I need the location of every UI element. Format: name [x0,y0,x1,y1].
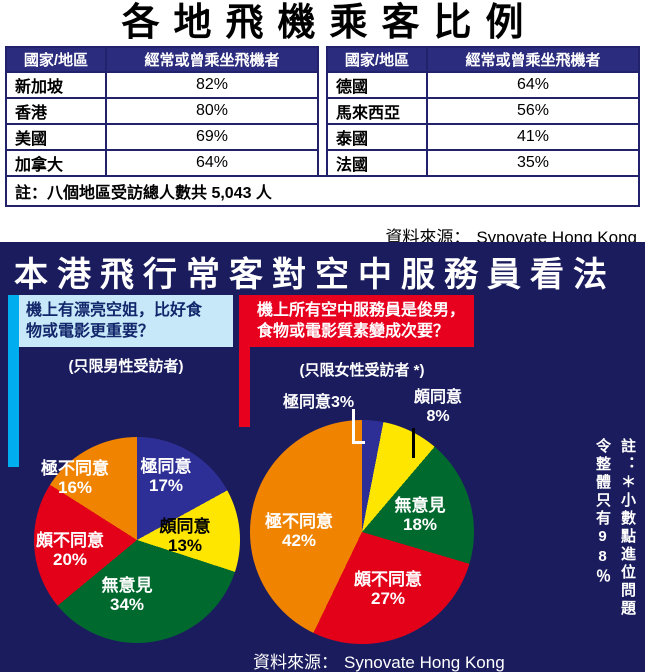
table-row: 香港 80% [5,97,319,125]
source-value: Synovate Hong Kong [344,653,505,672]
col-header-flown: 經常或曾乘坐飛機者 [426,46,640,73]
table-row: 法國 35% [326,149,640,177]
male-scope-label: (只限男性受訪者) [68,358,184,375]
passenger-table-right: 國家/地區 經常或曾乘坐飛機者 德國 64% 馬來西亞 56% 泰國 [326,46,640,177]
female-scope-label: (只限女性受訪者 *) [299,362,425,379]
callout-line-strongly-agree [352,409,355,443]
cyan-accent-bar [8,295,19,467]
bottom-source-line: 資料來源： Synovate Hong Kong [253,648,505,672]
table-row: 新加坡 82% [5,71,319,99]
percent-cell: 35% [426,149,640,177]
female-pie-chart: 極不同意 42% 頗不同意 27% 無意見 18% [250,420,474,644]
pie-slice-value: 42% [281,531,317,550]
country-cell: 新加坡 [5,71,107,99]
table-row: 加拿大 64% [5,149,319,177]
pie-slice-value: 16% [57,478,93,497]
pie-label-no-opinion: 無意見 34% [95,576,159,614]
callout-line-strongly-agree-foot [352,441,365,444]
percent-cell: 69% [105,123,319,151]
country-cell: 法國 [326,149,428,177]
tables-row: 國家/地區 經常或曾乘坐飛機者 新加坡 82% 香港 80% 美國 [5,46,640,177]
col-header-region: 國家/地區 [5,46,107,73]
bottom-title: 本港飛行常客對空中服務員看法 [14,256,616,294]
table-header-row: 國家/地區 經常或曾乘坐飛機者 [326,46,640,73]
percent-cell: 41% [426,123,640,151]
pie-slice-label: 頗同意 [413,389,462,406]
survey-note: 註：八個地區受訪總人數共 5,043 人 [5,175,640,207]
pie-slice-label: 頗同意 [159,517,211,536]
pie-label-somewhat-disagree: 頗不同意 27% [350,570,426,608]
callout-line-somewhat-agree [412,428,415,458]
pie-slice-label: 頗不同意 [36,531,104,550]
percent-cell: 64% [426,71,640,99]
percent-cell: 82% [105,71,319,99]
red-accent-bar [239,295,250,427]
pie-slice-value: 27% [370,589,406,608]
country-cell: 德國 [326,71,428,99]
pie-slice-label: 極不同意 [41,459,109,478]
pie-slice-value: 18% [402,515,438,534]
pie-slice-value: 3% [331,394,355,411]
percent-cell: 64% [105,149,319,177]
pie-label-strongly-disagree: 極不同意 16% [39,459,111,497]
table-row: 美國 69% [5,123,319,151]
country-cell: 香港 [5,97,107,125]
pie-slice-label: 無意見 [394,496,446,515]
pie-slice-label: 極同意 [140,457,192,476]
bottom-section: 本港飛行常客對空中服務員看法 機上有漂亮空姐，比好食 物或電影更重要？ 機上所有… [0,242,645,672]
pie-slice-label: 無意見 [101,576,153,595]
percent-cell: 80% [105,97,319,125]
col-header-flown: 經常或曾乘坐飛機者 [105,46,319,73]
country-cell: 加拿大 [5,149,107,177]
male-pie-chart: 極不同意 16% 極同意 17% 頗同意 13% 無意見 34% 頗不同意 20… [34,437,240,643]
female-question-box: 機上所有空中服務員是俊男， 食物或電影質素變成次要？ [250,295,474,347]
source-label: 資料來源： [253,653,338,672]
pie-label-no-opinion: 無意見 18% [388,496,452,534]
table-row: 馬來西亞 56% [326,97,640,125]
passenger-table-left: 國家/地區 經常或曾乘坐飛機者 新加坡 82% 香港 80% 美國 [5,46,319,177]
rounding-note-vertical: 註：＊小數點進位問題 令整體只有98％ [594,438,636,618]
pie-slice-label: 頗不同意 [354,570,422,589]
pie-slice-value: 13% [167,536,203,555]
percent-cell: 56% [426,97,640,125]
pie-label-somewhat-agree-callout: 頗同意 8% [408,388,468,426]
country-cell: 美國 [5,123,107,151]
pie-slice-value: 20% [52,550,88,569]
pie-label-strongly-agree: 極同意 17% [134,457,198,495]
country-cell: 馬來西亞 [326,97,428,125]
pie-label-strongly-agree-callout: 極同意3% [283,388,354,412]
pie-slice-value: 34% [109,595,145,614]
table-row: 泰國 41% [326,123,640,151]
male-question-box: 機上有漂亮空姐，比好食 物或電影更重要？ [19,295,233,347]
pie-label-somewhat-disagree: 頗不同意 20% [34,531,106,569]
pie-label-strongly-disagree: 極不同意 42% [261,512,337,550]
table-row: 德國 64% [326,71,640,99]
pie-slice-value: 17% [148,476,184,495]
pie-slice-label: 極不同意 [265,512,333,531]
pie-label-somewhat-agree: 頗同意 13% [153,517,217,555]
pie-slice-label: 極同意 [283,394,332,411]
top-section: 各地飛機乘客比例 國家/地區 經常或曾乘坐飛機者 新加坡 82% 香港 [0,0,645,247]
top-title: 各地飛機乘客比例 [121,2,538,44]
pie-slice-value: 8% [426,408,450,425]
country-cell: 泰國 [326,123,428,151]
table-header-row: 國家/地區 經常或曾乘坐飛機者 [5,46,319,73]
col-header-region: 國家/地區 [326,46,428,73]
